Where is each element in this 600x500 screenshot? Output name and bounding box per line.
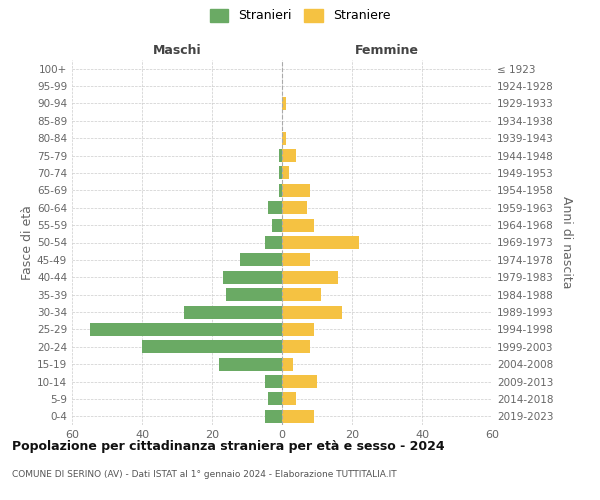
Bar [265, 410, 282, 423]
Bar [282, 149, 296, 162]
Bar [271, 218, 282, 232]
Y-axis label: Fasce di età: Fasce di età [21, 205, 34, 280]
Bar [268, 392, 282, 406]
Y-axis label: Anni di nascita: Anni di nascita [560, 196, 573, 289]
Bar [282, 254, 310, 266]
Bar [282, 236, 359, 249]
Bar [184, 306, 282, 318]
Bar [142, 340, 282, 353]
Bar [278, 166, 282, 179]
Bar [282, 340, 310, 353]
Bar [278, 149, 282, 162]
Bar [282, 201, 307, 214]
Bar [282, 375, 317, 388]
Bar [282, 323, 314, 336]
Bar [282, 358, 293, 370]
Bar [282, 392, 296, 406]
Bar [223, 270, 282, 284]
Bar [282, 132, 286, 144]
Bar [282, 184, 310, 197]
Text: Maschi: Maschi [152, 44, 202, 58]
Bar [268, 201, 282, 214]
Bar [89, 323, 282, 336]
Legend: Stranieri, Straniere: Stranieri, Straniere [207, 6, 393, 25]
Bar [282, 218, 314, 232]
Bar [282, 410, 314, 423]
Bar [240, 254, 282, 266]
Bar [282, 270, 338, 284]
Bar [282, 306, 341, 318]
Bar [265, 375, 282, 388]
Text: Femmine: Femmine [355, 44, 419, 58]
Text: Popolazione per cittadinanza straniera per età e sesso - 2024: Popolazione per cittadinanza straniera p… [12, 440, 445, 453]
Bar [282, 97, 286, 110]
Bar [226, 288, 282, 301]
Bar [278, 184, 282, 197]
Bar [265, 236, 282, 249]
Bar [282, 288, 320, 301]
Text: COMUNE DI SERINO (AV) - Dati ISTAT al 1° gennaio 2024 - Elaborazione TUTTITALIA.: COMUNE DI SERINO (AV) - Dati ISTAT al 1°… [12, 470, 397, 479]
Bar [219, 358, 282, 370]
Bar [282, 166, 289, 179]
